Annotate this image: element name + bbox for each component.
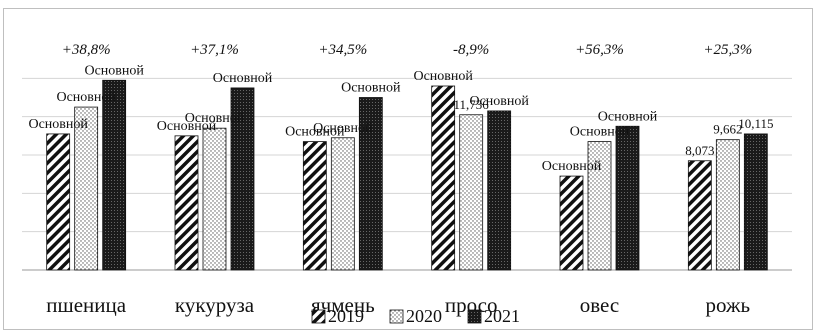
bar-2021-ячмень (358, 97, 383, 271)
category-label: овес (580, 293, 619, 317)
growth-label: +38,8% (62, 42, 111, 58)
data-label: Основной (157, 119, 217, 134)
data-label: Основной (28, 117, 88, 132)
bar-2019-ячмень (302, 141, 327, 271)
data-label: 10,115 (738, 116, 773, 131)
data-label: Основной (598, 109, 658, 124)
bar-2019-овес (559, 175, 584, 271)
bar-2021-просо (487, 110, 512, 271)
bar-2019-пшеница (46, 133, 71, 271)
data-label: Основной (570, 125, 630, 140)
category-label: пшеница (46, 293, 126, 317)
data-label: Основной (84, 63, 144, 78)
growth-label: +34,5% (318, 42, 367, 58)
data-label: Основной (341, 81, 401, 96)
legend-swatch-2021 (467, 309, 482, 324)
data-label: Основной (542, 159, 602, 174)
chart-area (3, 8, 813, 330)
bar-2019-рожь (687, 160, 712, 271)
legend-swatch-2020 (389, 309, 404, 324)
legend-label: 2020 (406, 306, 442, 326)
bar-2021-рожь (743, 133, 768, 271)
bar-2020-пшеница (74, 106, 99, 271)
bar-2020-овес (587, 141, 612, 271)
legend-swatch-2019 (311, 309, 326, 324)
bar-2020-просо (459, 114, 484, 271)
bar-2021-овес (615, 125, 640, 271)
bar-2019-кукуруза (174, 135, 199, 271)
data-label: 9,662 (713, 122, 742, 137)
data-label: Основной (56, 90, 116, 105)
data-label: Основной (313, 121, 373, 136)
growth-label: +37,1% (190, 42, 239, 58)
data-label: Основной (285, 125, 345, 140)
category-label: рожь (706, 293, 751, 317)
bar-2019-просо (431, 85, 456, 271)
data-label: Основной (185, 111, 245, 126)
bar-2020-рожь (715, 139, 740, 271)
data-label: Основной (413, 69, 473, 84)
bar-2020-кукуруза (202, 127, 227, 271)
growth-label: -8,9% (453, 42, 489, 58)
data-label: 8,073 (685, 143, 714, 158)
legend-label: 2021 (484, 306, 520, 326)
bar-2020-ячмень (330, 137, 355, 271)
growth-label: +56,3% (575, 42, 624, 58)
data-label: Основной (213, 71, 273, 86)
growth-label: +25,3% (703, 42, 752, 58)
legend: 2019 2020 2021 (311, 306, 520, 326)
legend-label: 2019 (328, 306, 364, 326)
data-label: Основной (469, 94, 529, 109)
bar-2021-пшеница (102, 79, 127, 271)
bar-2021-кукуруза (230, 87, 255, 271)
data-label: 11,736 (454, 97, 490, 112)
category-label: кукуруза (175, 293, 255, 317)
